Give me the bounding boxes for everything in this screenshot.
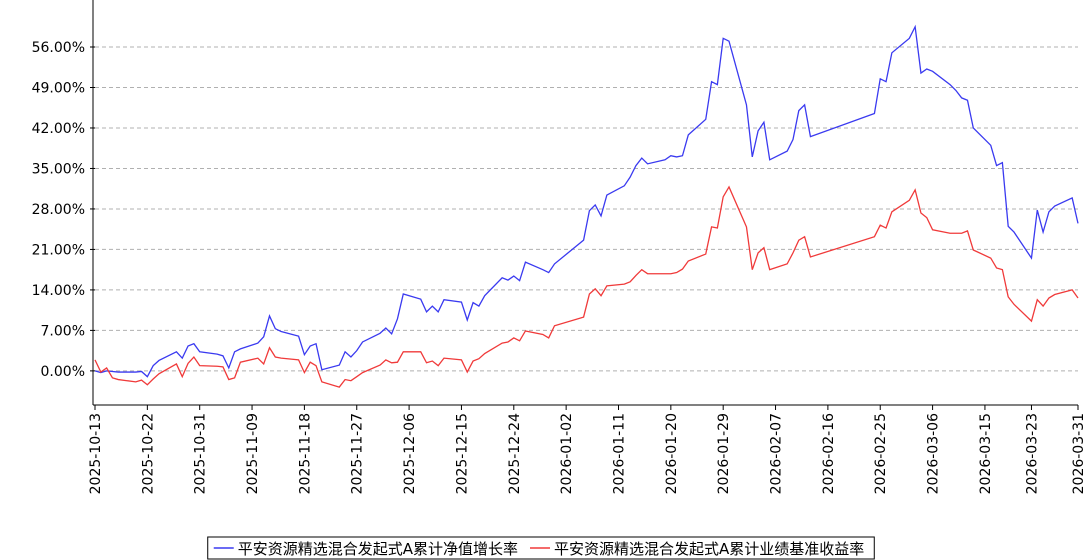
x-tick-label: 2026-02-07 [769, 413, 785, 494]
y-tick-label: 21.00% [32, 242, 85, 258]
y-tick-label: 7.00% [41, 323, 85, 339]
x-tick-label: 2025-11-09 [245, 413, 261, 494]
y-tick-label: 28.00% [32, 202, 85, 218]
y-tick-label: 42.00% [32, 121, 85, 137]
x-tick-label: 2026-01-02 [559, 413, 575, 494]
x-tick-label: 2026-03-15 [978, 413, 994, 494]
x-tick-label: 2026-01-11 [611, 413, 627, 494]
x-tick-label: 2026-03-31 [1071, 413, 1086, 494]
series-line [94, 185, 1079, 388]
y-tick-label: 56.00% [32, 40, 85, 56]
legend-label: 平安资源精选混合发起式A累计净值增长率 [238, 540, 518, 558]
x-tick-label: 2025-11-18 [297, 413, 313, 494]
x-tick-label: 2026-02-25 [873, 413, 889, 494]
x-tick-label: 2025-12-06 [402, 413, 418, 494]
x-tick-label: 2026-01-20 [664, 413, 680, 494]
x-tick-label: 2026-03-06 [926, 413, 942, 494]
x-tick-label: 2025-10-13 [88, 413, 104, 494]
x-tick-label: 2025-10-22 [140, 413, 156, 494]
legend-label: 平安资源精选混合发起式A累计业绩基准收益率 [554, 540, 864, 558]
x-tick-label: 2026-02-16 [821, 413, 837, 494]
x-tick-label: 2025-12-15 [454, 413, 470, 494]
series-line [94, 24, 1079, 378]
y-tick-label: 14.00% [32, 283, 85, 299]
x-tick-label: 2026-01-29 [716, 413, 732, 494]
y-tick-label: 49.00% [32, 80, 85, 96]
legend: 平安资源精选混合发起式A累计净值增长率 平安资源精选混合发起式A累计业绩基准收益率 [207, 536, 875, 560]
x-tick-label: 2025-12-24 [507, 413, 523, 494]
y-tick-label: 0.00% [41, 364, 85, 380]
x-tick-label: 2025-11-27 [350, 413, 366, 494]
x-tick-label: 2025-10-31 [193, 413, 209, 494]
y-tick-label: 35.00% [32, 161, 85, 177]
x-tick-label: 2026-03-23 [1024, 413, 1040, 494]
